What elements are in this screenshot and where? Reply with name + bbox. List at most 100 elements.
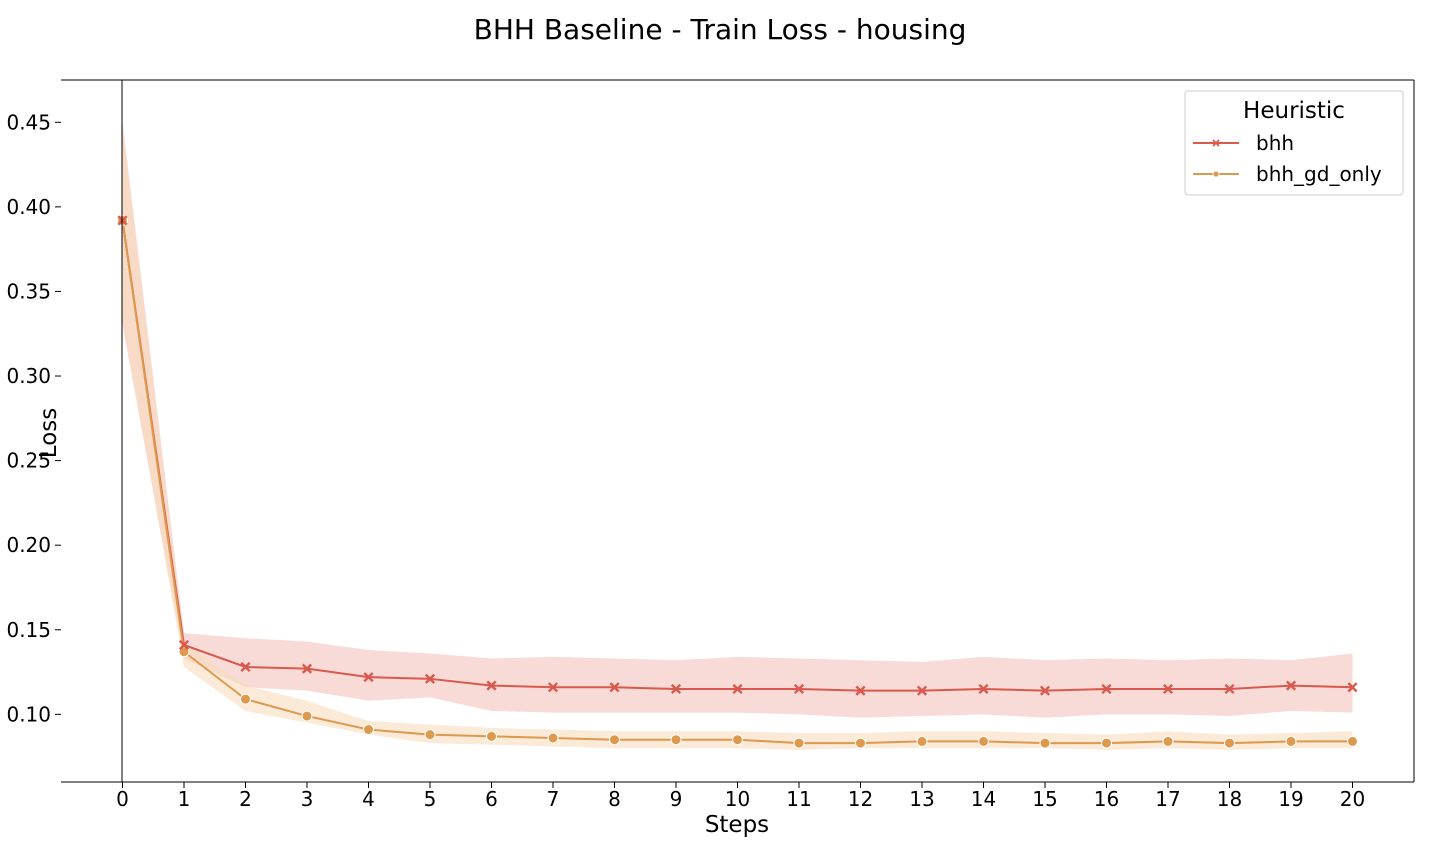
x-tick-label: 11 [786, 787, 811, 811]
y-tick-label: 0.30 [6, 364, 51, 388]
point-bhh-stroke-b [1347, 682, 1358, 693]
point-bhh_gd_only [978, 735, 989, 747]
x-tick-label: 4 [362, 787, 375, 811]
point-bhh [1224, 683, 1235, 695]
chart-title: BHH Baseline - Train Loss - housing [474, 13, 967, 46]
point-bhh [547, 682, 559, 693]
x-tick-label: 9 [670, 787, 683, 811]
point-bhh_gd_only [424, 729, 436, 741]
point-bhh-stroke-b [916, 685, 928, 696]
point-bhh [240, 661, 251, 673]
x-tick-label: 3 [301, 787, 314, 811]
point-bhh_gd_only [1224, 737, 1235, 749]
point-bhh-stroke-b [1162, 683, 1174, 695]
legend-marker-bhh [1212, 139, 1220, 147]
x-tick-label: 6 [485, 787, 498, 811]
point-bhh-stroke-b [978, 683, 989, 695]
y-tick-label: 0.25 [6, 449, 51, 473]
series-line-bhh [121, 220, 1353, 692]
point-bhh_gd_only [363, 724, 374, 736]
y-tick-label: 0.15 [6, 618, 51, 642]
point-bhh-stroke-b [1101, 683, 1112, 695]
band-bhh_gd_only [122, 125, 1353, 750]
point-bhh_gd_only [855, 737, 866, 749]
point-bhh-stroke-b [424, 673, 436, 684]
point-bhh-stroke-b [363, 672, 374, 683]
point-bhh [1039, 685, 1051, 696]
legend-marker-stroke-b [1212, 139, 1220, 147]
point-bhh-stroke-b [609, 682, 620, 693]
point-bhh-stroke-b [732, 683, 743, 695]
legend-box [1184, 90, 1404, 196]
point-bhh-stroke-b [547, 682, 559, 693]
y-tick-label: 0.40 [6, 195, 51, 219]
point-bhh [424, 673, 436, 684]
x-tick-label: 7 [547, 787, 560, 811]
x-tick-label: 20 [1340, 787, 1365, 811]
x-axis-title: Steps [705, 812, 769, 838]
point-bhh-stroke-b [1285, 680, 1297, 691]
point-bhh [486, 680, 497, 691]
confidence-bands [122, 122, 1353, 750]
point-bhh_gd_only [240, 693, 251, 705]
legend-label-bhh: bhh [1256, 131, 1294, 155]
point-bhh_gd_only [1285, 735, 1297, 747]
series-markers [117, 214, 1358, 749]
point-bhh [793, 683, 805, 695]
x-tick-label: 1 [178, 787, 191, 811]
legend-title: Heuristic [1243, 98, 1345, 124]
x-tick-label: 12 [848, 787, 873, 811]
point-bhh_gd_only [793, 737, 805, 749]
point-bhh-stroke-b [486, 680, 497, 691]
point-bhh-stroke-b [1039, 685, 1051, 696]
point-bhh [609, 682, 620, 693]
x-tick-label: 14 [971, 787, 996, 811]
point-bhh_gd_only [178, 646, 190, 658]
point-bhh [855, 685, 866, 696]
y-tick-label: 0.10 [6, 702, 51, 726]
legend-items: bhh bhh_gd_only [1193, 131, 1382, 186]
x-ticks: 0 1 2 3 4 5 6 7 8 9 10 11 12 13 14 15 16 17 18 19 20 [116, 782, 1365, 811]
point-bhh [178, 639, 190, 651]
point-bhh_gd_only [547, 732, 559, 744]
point-bhh-stroke-b [1224, 683, 1235, 695]
x-tick-label: 15 [1032, 787, 1057, 811]
y-tick-label: 0.45 [6, 110, 51, 134]
point-bhh-stroke-b [793, 683, 805, 695]
x-tick-label: 8 [608, 787, 621, 811]
point-bhh-stroke-b [178, 639, 190, 651]
point-bhh_gd_only [609, 734, 620, 746]
point-bhh [301, 663, 313, 674]
y-axis-title: Loss [36, 408, 62, 458]
band-bhh [122, 122, 1353, 718]
legend-label-bhh_gd_only: bhh_gd_only [1256, 162, 1382, 186]
point-bhh_gd_only [1101, 737, 1112, 749]
point-bhh_gd_only [486, 730, 497, 742]
point-bhh [732, 683, 743, 695]
x-tick-label: 17 [1155, 787, 1180, 811]
x-tick-label: 5 [424, 787, 437, 811]
point-bhh_gd_only [670, 734, 682, 746]
point-bhh_gd_only [301, 710, 313, 722]
point-bhh [916, 685, 928, 696]
x-tick-label: 18 [1217, 787, 1242, 811]
point-bhh_gd_only [1162, 735, 1174, 747]
point-bhh_gd_only [916, 735, 928, 747]
x-tick-label: 13 [909, 787, 934, 811]
x-tick-label: 0 [116, 787, 129, 811]
point-bhh [1162, 683, 1174, 695]
point-bhh-stroke-b [670, 683, 682, 695]
point-bhh-stroke-b [855, 685, 866, 696]
point-bhh_gd_only [1347, 735, 1358, 747]
x-tick-label: 19 [1278, 787, 1303, 811]
y-ticks: 0.10 0.15 0.20 0.25 0.30 0.35 0.40 0.45 [6, 110, 61, 726]
x-tick-label: 2 [239, 787, 252, 811]
point-bhh-stroke-b [301, 663, 313, 674]
point-bhh [670, 683, 682, 695]
point-bhh-stroke-b [240, 661, 251, 673]
legend: Heuristic bhh bhh_gd_only [1184, 90, 1404, 196]
x-tick-label: 16 [1094, 787, 1119, 811]
y-tick-label: 0.20 [6, 533, 51, 557]
point-bhh [978, 683, 989, 695]
